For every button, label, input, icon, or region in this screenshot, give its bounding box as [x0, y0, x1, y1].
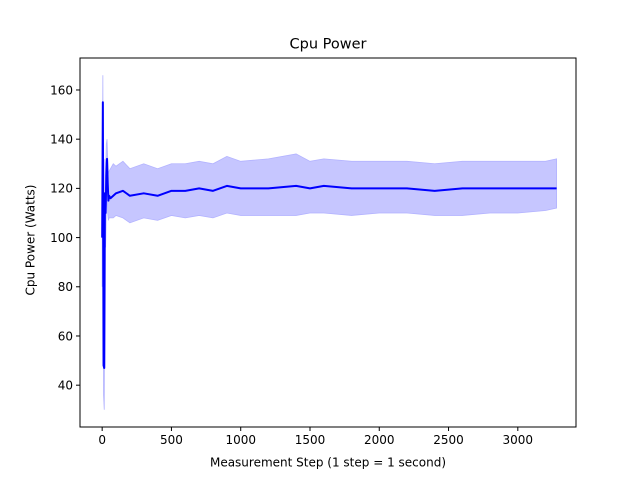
x-tick-label: 0: [98, 433, 106, 447]
y-tick-label: 100: [50, 231, 73, 245]
x-tick-label: 1000: [225, 433, 256, 447]
y-tick-label: 60: [58, 329, 73, 343]
axes: 0 500 1000 1500 2000 2500 3000 40 60 80 100 120 140 1…: [50, 57, 577, 447]
y-tick-label: 140: [50, 132, 73, 146]
series-mean-line: [101, 101, 557, 369]
y-tick-label: 40: [58, 378, 73, 392]
x-tick-label: 1500: [295, 433, 326, 447]
x-tick-label: 500: [160, 433, 183, 447]
x-tick-label: 3000: [503, 433, 534, 447]
y-tick-label: 80: [58, 280, 73, 294]
x-tick-label: 2500: [433, 433, 464, 447]
axes-frame: [79, 57, 577, 428]
x-tick-label: 2000: [364, 433, 395, 447]
y-tick-label: 160: [50, 83, 73, 97]
x-axis-label: Measurement Step (1 step = 1 second): [210, 456, 446, 470]
y-tick-label: 120: [50, 182, 73, 196]
plot-area: [101, 75, 557, 410]
chart-title: Cpu Power: [290, 37, 367, 53]
y-axis-label: Cpu Power (Watts): [24, 185, 38, 296]
series-band: [101, 75, 557, 410]
